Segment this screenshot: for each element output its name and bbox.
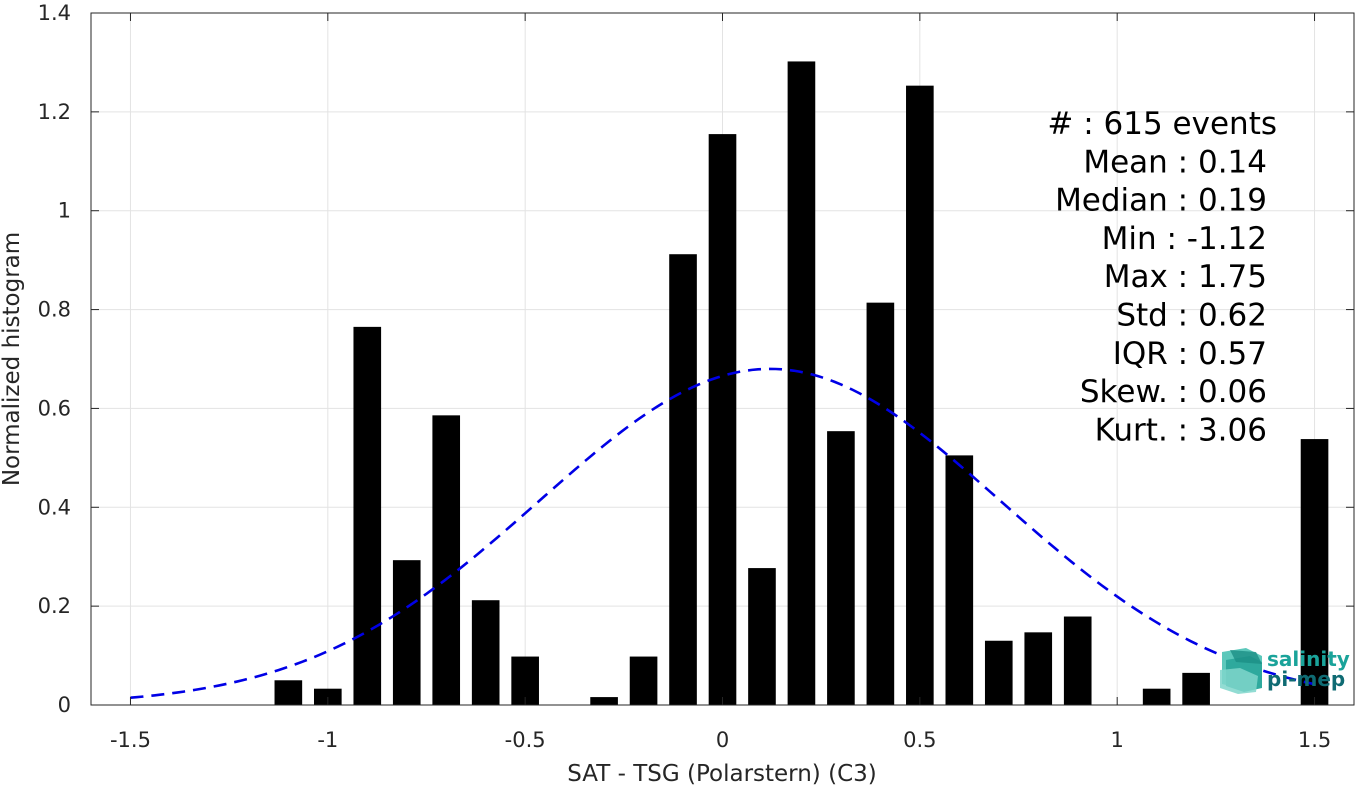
x-tick-label: 1.5: [1298, 728, 1331, 752]
histogram-bar: [866, 302, 895, 705]
x-axis-label: SAT - TSG (Polarstern) (C3): [567, 761, 876, 785]
x-tick-label: 0.5: [903, 728, 936, 752]
stat-line: Median : 0.19: [1055, 183, 1267, 219]
histogram-bar: [787, 61, 816, 705]
y-tick-label: 0.4: [38, 495, 71, 519]
histogram-bar: [629, 656, 658, 705]
y-tick-label: 1.4: [38, 1, 71, 25]
stat-line: IQR : 0.57: [1113, 336, 1267, 372]
y-tick-label: 0: [58, 693, 71, 717]
x-tick-label: 1: [1111, 728, 1124, 752]
x-tick-label: -0.5: [505, 728, 546, 752]
gaussian-fit-curve: [130, 367, 1315, 700]
histogram-bar: [708, 134, 737, 706]
histogram-bar: [906, 85, 934, 705]
histogram-bar: [511, 656, 539, 705]
histogram-bar: [669, 254, 697, 705]
histogram-bar: [1300, 439, 1329, 705]
stat-line: Max : 1.75: [1104, 259, 1267, 295]
histogram-bars: [274, 61, 1329, 706]
stat-line: Kurt. : 3.06: [1095, 412, 1267, 448]
x-tick-label: -1.5: [110, 728, 151, 752]
histogram-bar: [432, 415, 461, 705]
histogram-bar: [1024, 632, 1053, 705]
stat-line: Min : -1.12: [1102, 221, 1267, 257]
y-tick-label: 0.6: [38, 396, 71, 420]
salinity-pi-mep-logo: salinity pi-mep: [1220, 647, 1350, 694]
histogram-bar: [984, 640, 1013, 705]
y-tick-label: 1.2: [38, 100, 71, 124]
logo-text-salinity: salinity: [1267, 647, 1350, 671]
logo-mark-icon: [1220, 648, 1262, 694]
histogram-bar: [471, 600, 500, 705]
histogram-bar: [274, 680, 303, 705]
histogram-bar: [392, 560, 421, 705]
y-axis-label: Normalized histogram: [0, 232, 25, 486]
histogram-bar: [1142, 688, 1171, 705]
y-tick-label: 0.2: [38, 594, 71, 618]
y-tick-label: 1: [58, 199, 71, 223]
y-tick-label: 0.8: [38, 298, 71, 322]
y-axis-ticks: 0 0.2 0.4 0.6 0.8 1 1.2 1.4: [38, 1, 1354, 717]
histogram-bar: [313, 688, 342, 705]
stat-line: Skew. : 0.06: [1080, 374, 1267, 410]
x-axis-ticks: -1.5 -1 -0.5 0 0.5 1 1.5: [110, 13, 1331, 752]
logo-text-pi-mep: pi-mep: [1267, 667, 1345, 691]
histogram-bar: [748, 568, 776, 705]
histogram-bar: [945, 455, 974, 705]
stat-line: # : 615 events: [1047, 106, 1277, 142]
histogram-bar: [1182, 672, 1210, 705]
x-tick-label: -1: [317, 728, 338, 752]
histogram-bar: [1063, 616, 1092, 705]
histogram-bar: [590, 697, 618, 705]
stat-line: Std : 0.62: [1116, 298, 1267, 334]
stat-line: Mean : 0.14: [1083, 144, 1267, 180]
x-tick-label: 0: [716, 728, 729, 752]
histogram-bar: [827, 431, 855, 705]
histogram-bar: [353, 326, 382, 705]
